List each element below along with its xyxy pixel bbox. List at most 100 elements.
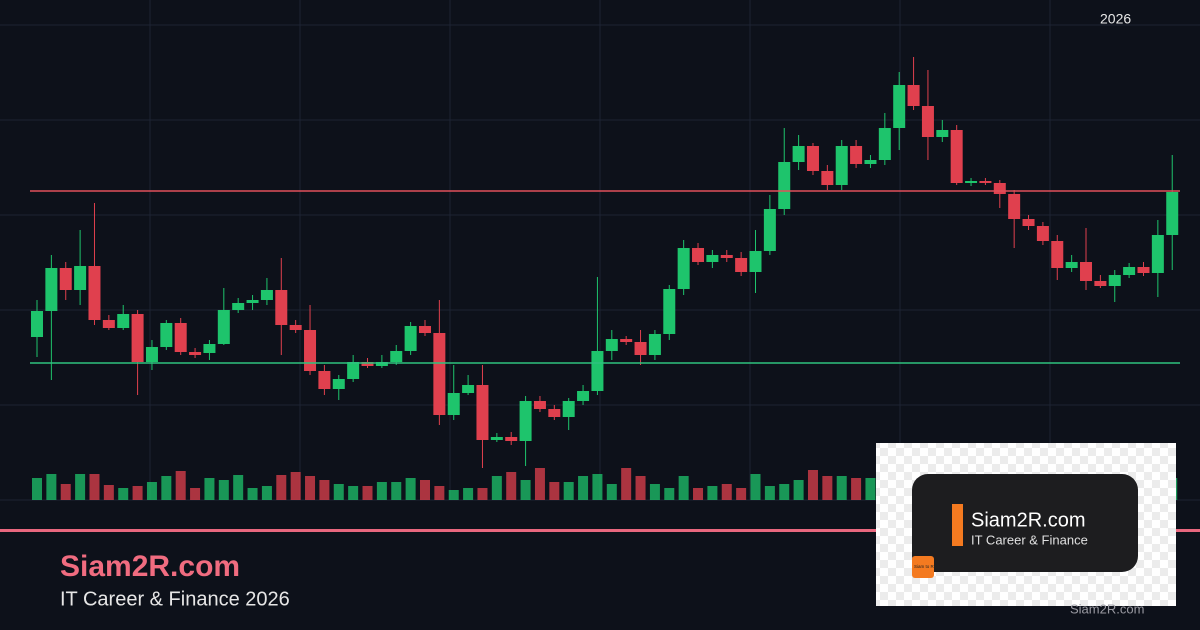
candle-body <box>332 379 345 389</box>
volume-bar <box>534 468 545 500</box>
candle-body <box>835 146 848 185</box>
logo-card <box>912 474 1138 572</box>
volume-bar <box>664 488 675 500</box>
candle-body <box>117 314 130 328</box>
volume-bar <box>132 486 143 500</box>
candle-body <box>850 146 863 164</box>
footer-title: Siam2R.com <box>60 550 240 583</box>
volume-bar <box>563 482 574 500</box>
volume-bar <box>204 478 215 500</box>
volume-bar <box>736 488 747 500</box>
candle-body <box>74 266 87 290</box>
volume-bar <box>118 488 129 500</box>
volume-bar <box>290 472 301 500</box>
volume-bar <box>89 474 100 500</box>
volume-bar <box>779 484 790 500</box>
candle-body <box>203 344 216 353</box>
candle-body <box>634 342 647 355</box>
candle-body <box>375 362 388 366</box>
volume-bar <box>793 480 804 500</box>
candle-body <box>735 258 748 272</box>
candle-body <box>361 362 374 366</box>
candle-body <box>993 183 1006 194</box>
candle-body <box>792 146 805 162</box>
volume-bar <box>434 486 445 500</box>
volume-bar <box>362 486 373 500</box>
logo-badge-text: Siam to Rich <box>914 564 940 569</box>
candle-body <box>577 391 590 401</box>
volume-bar <box>348 486 359 500</box>
volume-bar <box>448 490 459 500</box>
candle-body <box>907 85 920 106</box>
volume-bar <box>750 474 761 500</box>
candle-body <box>102 320 115 328</box>
candle-body <box>663 289 676 334</box>
candle-body <box>462 385 475 393</box>
volume-bar <box>190 488 201 500</box>
volume-bar <box>865 478 876 500</box>
volume-bar <box>721 484 732 500</box>
volume-bar <box>146 482 157 500</box>
volume-bar <box>707 486 718 500</box>
volume-bar <box>578 476 589 500</box>
candle-body <box>950 130 963 183</box>
candle-body <box>217 310 230 344</box>
candle-body <box>1151 235 1164 273</box>
candle-body <box>519 401 532 441</box>
candle-body <box>1080 262 1093 281</box>
candle-body <box>347 362 360 379</box>
candle-body <box>45 268 58 311</box>
candle-body <box>318 371 331 389</box>
logo-bar <box>952 504 963 546</box>
volume-bar <box>233 475 244 500</box>
logo-badge <box>912 556 934 578</box>
candle-body <box>232 303 245 310</box>
candle-body <box>548 409 561 417</box>
volume-bar <box>477 488 488 500</box>
volume-bar <box>46 474 57 500</box>
candle-body <box>31 311 43 337</box>
volume-bar <box>520 480 531 500</box>
candle-body <box>404 326 417 351</box>
candle-body <box>806 146 819 171</box>
candle-body <box>605 339 618 351</box>
volume-bar <box>405 478 416 500</box>
divider <box>0 529 1200 532</box>
candle-body <box>1065 262 1078 268</box>
candle-body <box>821 171 834 185</box>
candle-body <box>864 160 877 164</box>
candle-body <box>275 290 288 325</box>
candle-body <box>936 130 949 137</box>
volume-bar <box>549 482 560 500</box>
candle-body <box>1094 281 1107 286</box>
volume-bar <box>693 488 704 500</box>
candle-body <box>418 326 431 333</box>
candle-body <box>246 300 259 303</box>
candle-body <box>1051 241 1064 268</box>
volume-bar <box>261 486 272 500</box>
volume-bar <box>75 474 86 500</box>
volume-bar <box>822 476 833 500</box>
volume-bar <box>621 468 632 500</box>
volume-bar <box>506 472 517 500</box>
volume-bar <box>606 484 617 500</box>
volume-bar <box>60 484 71 500</box>
volume-bar <box>247 488 258 500</box>
candle-body <box>160 323 173 347</box>
candle-body <box>893 85 906 128</box>
candle-body <box>620 339 633 342</box>
volume-bar <box>305 476 316 500</box>
candle-body <box>720 255 733 258</box>
candle-body <box>505 437 518 441</box>
candle-body <box>763 209 776 251</box>
candle-body <box>591 351 604 391</box>
volume-bar <box>161 476 172 500</box>
candle-body <box>979 181 992 183</box>
candle-body <box>965 181 978 183</box>
candle-body <box>304 330 317 371</box>
volume-bar <box>103 485 114 500</box>
candle-body <box>174 323 187 352</box>
volume-bar <box>32 478 42 500</box>
volume-bar <box>851 478 862 500</box>
candle-body <box>1108 275 1121 286</box>
